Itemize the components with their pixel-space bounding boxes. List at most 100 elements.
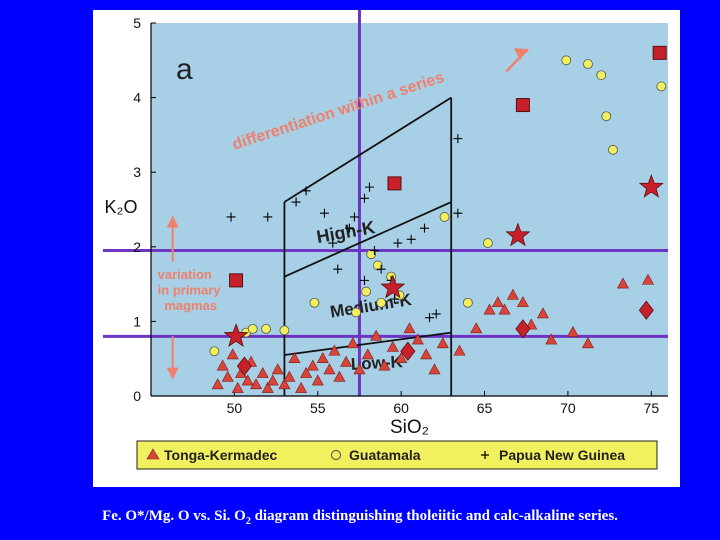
papua-new-guinea-point — [349, 212, 359, 222]
tonga-kermadec-point — [250, 378, 263, 390]
caption-text-1: Fe. O*/Mg. O vs. Si. O — [102, 508, 246, 524]
annotation-variation-line3: magmas — [164, 298, 217, 313]
guatamala-point — [462, 297, 473, 308]
tonga-kermadec-point — [516, 296, 529, 308]
tonga-kermadec-point — [231, 381, 244, 393]
differentiation-arrow-head — [513, 48, 528, 61]
caption-text-2: diagram distinguishing tholeiitic and ca… — [250, 508, 618, 524]
tonga-kermadec-point — [340, 355, 353, 367]
papua-new-guinea-point — [328, 238, 338, 248]
tonga-kermadec-point — [370, 329, 383, 341]
tonga-kermadec-point — [436, 337, 449, 349]
papua-new-guinea-point — [369, 246, 379, 256]
tonga-kermadec-point — [641, 273, 654, 285]
legend-guatamala-label: Guatamala — [349, 447, 421, 463]
papua-new-guinea-point — [359, 275, 369, 285]
guatamala-point — [209, 346, 220, 357]
papua-new-guinea-point — [359, 193, 369, 203]
tonga-kermadec-point — [545, 333, 558, 345]
papua-new-guinea-point — [406, 234, 416, 244]
tonga-kermadec-point — [470, 322, 483, 334]
highlight-star-point — [505, 222, 531, 247]
tonga-kermadec-point — [361, 348, 374, 360]
guatamala-point — [366, 249, 377, 260]
tonga-kermadec-point — [283, 370, 296, 382]
tonga-kermadec-point — [566, 325, 579, 337]
legend-tonga-label: Tonga-Kermadec — [164, 447, 278, 463]
y-tick-label: 1 — [133, 313, 141, 329]
tonga-kermadec-point — [221, 370, 234, 382]
papua-new-guinea-point — [453, 208, 463, 218]
caption-subscript: 2 — [245, 516, 251, 527]
x-tick-label: 50 — [227, 400, 243, 416]
annotation-variation-line2: in primary — [158, 283, 222, 298]
tonga-kermadec-point — [395, 352, 408, 363]
papua-new-guinea-point — [333, 264, 343, 274]
tonga-kermadec-point — [306, 359, 319, 371]
figure-panel: 50 55 60 65 70 75 0 1 2 3 4 5 SiO₂ K₂O a High-K Medium-… — [93, 10, 680, 487]
tonga-kermadec-point — [581, 337, 594, 349]
tonga-kermadec-point — [211, 378, 224, 390]
papua-new-guinea-point — [393, 238, 403, 248]
variation-arrow-up-head — [166, 215, 179, 228]
tonga-kermadec-point — [295, 381, 308, 393]
papua-new-guinea-point — [453, 134, 463, 144]
variation-arrow-down-head — [166, 367, 179, 380]
tonga-kermadec-point — [403, 322, 416, 334]
x-tick-label: 70 — [560, 400, 576, 416]
highlight-diamond-point — [236, 356, 252, 376]
tonga-kermadec-point — [316, 352, 329, 363]
papua-new-guinea-point — [420, 223, 430, 233]
papua-new-guinea-point — [291, 197, 301, 207]
papua-new-guinea-point — [376, 264, 386, 274]
tonga-kermadec-point — [216, 359, 229, 371]
field-boundary-line — [284, 331, 452, 356]
tonga-kermadec-point — [266, 374, 279, 386]
y-tick-label: 3 — [133, 164, 141, 180]
tonga-kermadec-point — [328, 344, 341, 356]
papua-new-guinea-point — [344, 223, 354, 233]
y-tick-label: 4 — [133, 90, 141, 106]
tonga-kermadec-point — [311, 374, 324, 386]
highlight-diamond-point — [400, 341, 416, 361]
guatamala-point — [601, 111, 612, 122]
tonga-kermadec-point — [300, 366, 313, 378]
tonga-kermadec-point — [616, 277, 629, 289]
legend-guatamala-marker — [331, 450, 341, 460]
tonga-kermadec-point — [491, 296, 504, 308]
highlight-star-point — [638, 173, 664, 198]
highlight-square-point — [652, 45, 667, 60]
guatamala-point — [561, 55, 572, 66]
tonga-kermadec-point — [411, 333, 424, 345]
panel-label: a — [176, 53, 193, 86]
guatamala-point — [372, 260, 383, 271]
tonga-kermadec-point — [333, 370, 346, 382]
tonga-kermadec-point — [226, 348, 239, 360]
tonga-kermadec-point — [241, 374, 254, 386]
highlight-star-point — [380, 274, 406, 299]
guatamala-point — [376, 297, 387, 308]
y-tick-label: 5 — [133, 15, 141, 31]
tonga-kermadec-point — [261, 381, 274, 393]
highlight-square-point — [387, 176, 402, 191]
guatamala-point — [482, 238, 493, 248]
x-axis-label: SiO₂ — [390, 417, 429, 438]
guatamala-point — [261, 323, 271, 334]
guatamala-point — [247, 323, 258, 334]
tonga-kermadec-point — [420, 348, 433, 360]
y-axis-label: K₂O — [105, 197, 138, 217]
guatamala-point — [309, 297, 320, 308]
tonga-kermadec-point — [453, 344, 466, 356]
guatamala-point — [439, 212, 450, 222]
x-tick-label: 65 — [477, 400, 493, 416]
highlight-star-point — [223, 323, 249, 347]
x-tick-label: 55 — [310, 400, 326, 416]
highlight-square-point — [515, 98, 530, 113]
annotation-variation-line1: variation — [158, 267, 212, 282]
field-boundary-line — [284, 201, 452, 278]
papua-new-guinea-point — [364, 182, 374, 192]
papua-new-guinea-point — [431, 309, 441, 319]
guatamala-point — [656, 81, 667, 92]
legend-png-label: Papua New Guinea — [499, 447, 625, 463]
tonga-kermadec-point — [498, 303, 511, 315]
